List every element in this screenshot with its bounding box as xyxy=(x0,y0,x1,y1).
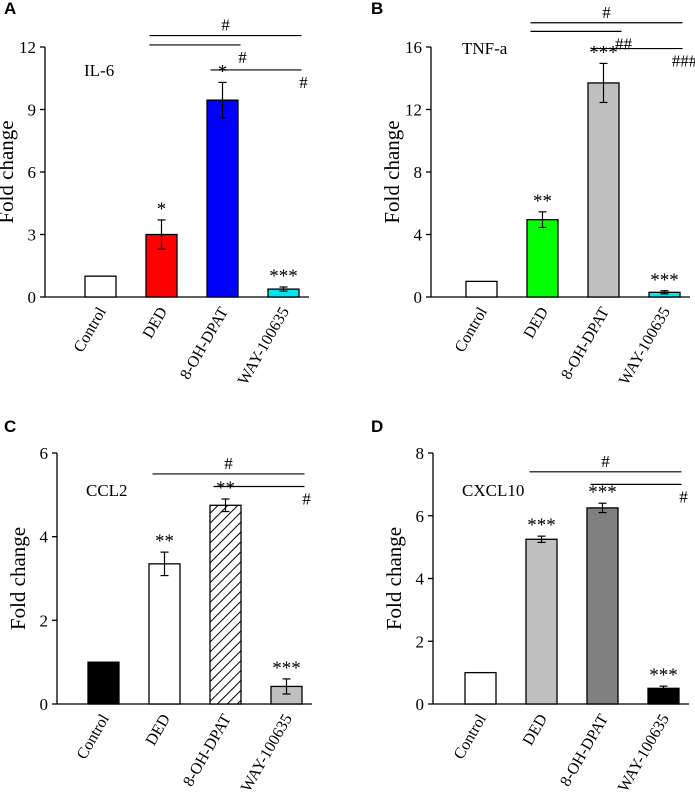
bracket-significance-label: # xyxy=(221,16,230,35)
bar-control xyxy=(464,671,497,705)
bracket-significance-label: ## xyxy=(615,34,633,53)
y-tick-label: 9 xyxy=(28,101,37,120)
y-tick-label: 0 xyxy=(414,288,423,307)
significance-stars: ** xyxy=(533,191,552,212)
y-tick-label: 6 xyxy=(28,163,37,182)
chart-panel-c: C 0 2 4 6 Fold change CCL2 Control ** DED ** 8-OH-D… xyxy=(4,417,312,795)
x-tick-label: Control xyxy=(452,304,491,355)
panel-letter: C xyxy=(4,417,16,436)
bracket-significance-label: # xyxy=(679,487,688,506)
y-tick-label: 6 xyxy=(40,444,49,463)
chart-title: CXCL10 xyxy=(462,481,524,500)
bar-control xyxy=(87,661,120,705)
y-tick-label: 3 xyxy=(28,226,37,245)
significance-stars: *** xyxy=(649,665,678,686)
x-tick-label: DED xyxy=(143,712,174,749)
bar-ded xyxy=(525,538,558,705)
y-tick-label: 8 xyxy=(414,163,423,182)
x-tick-label: Control xyxy=(74,711,113,762)
bracket-significance-label: # xyxy=(302,489,311,508)
bar-8-oh-dpat xyxy=(206,99,239,298)
significance-stars: *** xyxy=(588,482,617,503)
significance-stars: *** xyxy=(527,515,556,536)
bar-8-oh-dpat xyxy=(587,82,620,298)
bracket-significance-label: # xyxy=(299,73,308,92)
y-tick-label: 4 xyxy=(414,226,423,245)
bar-ded xyxy=(148,563,181,705)
x-tick-label: 8-OH-DPAT xyxy=(557,711,612,789)
bar-control xyxy=(465,280,498,298)
y-axis-label: Fold change xyxy=(380,120,404,223)
significance-stars: ** xyxy=(155,531,174,552)
bracket-significance-label: ### xyxy=(672,52,695,71)
significance-stars: *** xyxy=(650,270,679,291)
y-axis-label: Fold change xyxy=(0,120,18,223)
x-tick-label: WAY-100635 xyxy=(616,305,674,388)
x-tick-label: DED xyxy=(520,712,551,749)
panel-letter: D xyxy=(371,417,383,436)
y-tick-label: 0 xyxy=(40,695,49,714)
significance-stars: *** xyxy=(589,42,618,63)
bar-8-oh-dpat xyxy=(586,507,619,705)
x-tick-label: WAY-100635 xyxy=(615,712,673,795)
x-tick-label: 8-OH-DPAT xyxy=(180,711,235,789)
x-tick-label: 8-OH-DPAT xyxy=(177,304,232,382)
y-tick-label: 2 xyxy=(40,611,49,630)
significance-stars: ** xyxy=(216,478,235,499)
bar-ded xyxy=(526,219,559,298)
significance-stars: *** xyxy=(269,266,298,287)
bar-control xyxy=(84,275,117,298)
y-tick-label: 0 xyxy=(28,288,37,307)
y-tick-label: 0 xyxy=(416,695,425,714)
bracket-significance-label: # xyxy=(602,3,611,22)
y-tick-label: 16 xyxy=(405,38,422,57)
x-tick-label: Control xyxy=(71,304,110,355)
y-tick-label: 4 xyxy=(40,528,49,547)
panel-letter: B xyxy=(371,0,383,18)
significance-stars: * xyxy=(157,199,167,220)
chart-panel-b: B 0 4 8 12 16 Fold change TNF-a Control ** DED *** 8… xyxy=(371,0,695,388)
chart-panel-d: D 0 2 4 6 8 Fold change CXCL10 Control *** DED *** 8… xyxy=(371,417,689,795)
x-tick-label: WAY-100635 xyxy=(235,305,293,388)
bracket-significance-label: # xyxy=(601,452,610,471)
y-tick-label: 4 xyxy=(416,570,425,589)
y-axis-label: Fold change xyxy=(6,527,30,630)
chart-title: TNF-a xyxy=(462,39,508,58)
y-tick-label: 12 xyxy=(405,101,422,120)
y-tick-label: 6 xyxy=(416,507,425,526)
y-tick-label: 12 xyxy=(19,38,36,57)
y-axis-label: Fold change xyxy=(382,527,406,630)
x-tick-label: Control xyxy=(451,711,490,762)
y-tick-label: 2 xyxy=(416,632,425,651)
y-tick-label: 8 xyxy=(416,444,425,463)
chart-title: CCL2 xyxy=(86,481,128,500)
panel-letter: A xyxy=(4,0,16,18)
bracket-significance-label: # xyxy=(238,48,247,67)
x-tick-label: WAY-100635 xyxy=(238,712,296,795)
bracket-significance-label: # xyxy=(224,454,233,473)
significance-stars: * xyxy=(218,61,228,82)
x-tick-label: 8-OH-DPAT xyxy=(558,304,613,382)
bar-8-oh-dpat xyxy=(209,504,242,705)
significance-stars: *** xyxy=(272,658,301,679)
x-tick-label: DED xyxy=(140,305,171,342)
x-tick-label: DED xyxy=(521,305,552,342)
chart-panel-a: A 0 3 6 9 12 Fold change IL-6 Control * DED * 8-OH-D… xyxy=(0,0,309,388)
chart-title: IL-6 xyxy=(84,61,114,80)
